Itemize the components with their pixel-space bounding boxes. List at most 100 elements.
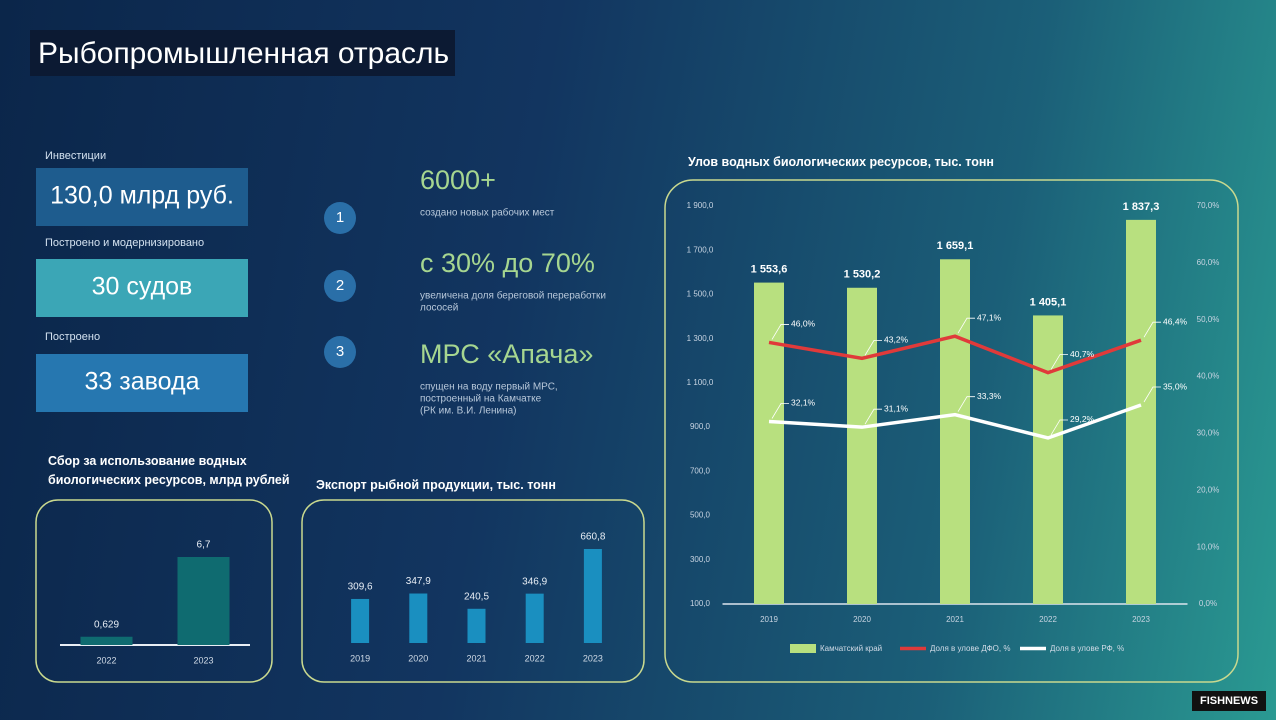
y2-tick-label: 20,0% (1197, 485, 1220, 494)
value-label: 309,6 (348, 582, 373, 593)
x-tick-label: 2019 (760, 615, 778, 624)
title-box (30, 30, 455, 76)
bar (754, 282, 784, 604)
bar (525, 593, 544, 643)
highlight-text: построенный на Камчатке (420, 394, 542, 405)
bar (583, 549, 602, 643)
leader (1143, 386, 1161, 403)
value-label: 1 837,3 (1123, 201, 1160, 213)
y-tick-label: 900,0 (690, 422, 711, 431)
leader (1050, 354, 1068, 370)
value-label: 0,629 (94, 619, 119, 630)
bar (177, 557, 230, 645)
bar (1126, 219, 1156, 605)
brand: FISHNEWS (1200, 695, 1258, 707)
y-tick-label: 1 500,0 (687, 290, 714, 299)
leader (771, 324, 789, 340)
kpi-box (36, 259, 248, 317)
leader (1050, 419, 1068, 436)
kpi-box (36, 168, 248, 226)
page-title: Рыбопромышленная отрасль (38, 37, 449, 70)
highlight-text: спущен на воду первый МРС, (420, 382, 558, 393)
value-label: 1 553,6 (751, 263, 788, 275)
x-tick-label: 2023 (1132, 615, 1150, 624)
chart-title: Улов водных биологических ресурсов, тыс.… (688, 155, 994, 169)
value-label: 35,0% (1163, 381, 1188, 391)
step-circle (324, 336, 356, 368)
value-label: 46,4% (1163, 316, 1188, 326)
value-label: 40,7% (1070, 349, 1095, 359)
chart-title: Экспорт рыбной продукции, тыс. тонн (316, 478, 556, 492)
value-label: 47,1% (977, 312, 1002, 322)
value-label: 33,3% (977, 391, 1002, 401)
legend-swatch (790, 644, 816, 653)
value-label: 346,9 (522, 576, 547, 587)
y-tick-label: 100,0 (690, 599, 711, 608)
value-label: 660,8 (580, 532, 605, 543)
value-label: 31,1% (884, 403, 909, 413)
kpi-value: 130,0 млрд руб. (50, 182, 234, 210)
panel (301, 499, 645, 683)
y2-tick-label: 30,0% (1197, 429, 1220, 438)
kpi-label: Инвестиции (45, 150, 106, 162)
panel (664, 179, 1239, 683)
kpi-label: Построено (45, 331, 100, 343)
x-tick-label: 2019 (350, 653, 370, 663)
value-label: 240,5 (464, 591, 489, 602)
x-tick-label: 2020 (408, 653, 428, 663)
highlight-headline: 6000+ (420, 165, 496, 195)
value-label: 1 659,1 (937, 240, 974, 252)
leader (1143, 321, 1161, 338)
leader (957, 396, 975, 412)
value-label: 6,7 (197, 540, 211, 551)
highlight-text: лососей (420, 303, 458, 314)
chart-title: Сбор за использование водных биологическ… (48, 454, 290, 487)
highlight-headline: с 30% до 70% (420, 248, 595, 278)
x-tick-label: 2023 (193, 655, 213, 665)
y2-tick-label: 70,0% (1197, 201, 1220, 210)
y2-tick-label: 40,0% (1197, 372, 1220, 381)
y-tick-label: 1 700,0 (687, 245, 714, 254)
step-number: 1 (336, 209, 344, 226)
kpi-value: 30 судов (92, 273, 193, 301)
leader (771, 403, 789, 419)
line (768, 334, 1142, 375)
bar (80, 636, 133, 645)
legend-label: Камчатский край (820, 644, 882, 653)
brand-box (1192, 691, 1266, 711)
value-label: 1 530,2 (844, 269, 881, 281)
y-tick-label: 1 100,0 (687, 378, 714, 387)
leader (864, 408, 882, 425)
step-number: 2 (336, 277, 344, 294)
legend-label: Доля в улове РФ, % (1050, 644, 1124, 653)
highlight-text: создано новых рабочих мест (420, 207, 555, 219)
y-tick-label: 1 300,0 (687, 334, 714, 343)
bar (351, 598, 370, 643)
x-tick-label: 2021 (946, 615, 964, 624)
value-label: 32,1% (791, 398, 816, 408)
y-tick-label: 700,0 (690, 466, 711, 475)
panel (35, 499, 273, 683)
line (768, 403, 1142, 440)
value-label: 46,0% (791, 319, 816, 329)
leader (957, 317, 975, 334)
bar (940, 259, 970, 604)
kpi-label: Построено и модернизировано (45, 237, 204, 249)
y-tick-label: 500,0 (690, 511, 711, 520)
bar (467, 608, 486, 643)
highlight-headline: МРС «Апача» (420, 339, 593, 369)
value-label: 1 405,1 (1030, 296, 1067, 308)
y2-tick-label: 0,0% (1199, 599, 1217, 608)
x-tick-label: 2023 (583, 653, 603, 663)
y2-tick-label: 50,0% (1197, 315, 1220, 324)
kpi-box (36, 354, 248, 412)
bar (847, 287, 877, 604)
step-circle (324, 270, 356, 302)
highlight-text: (РК им. В.И. Ленина) (420, 406, 516, 417)
y2-tick-label: 10,0% (1197, 542, 1220, 551)
value-label: 29,2% (1070, 414, 1095, 424)
y-tick-label: 1 900,0 (687, 201, 714, 210)
y-tick-label: 300,0 (690, 555, 711, 564)
